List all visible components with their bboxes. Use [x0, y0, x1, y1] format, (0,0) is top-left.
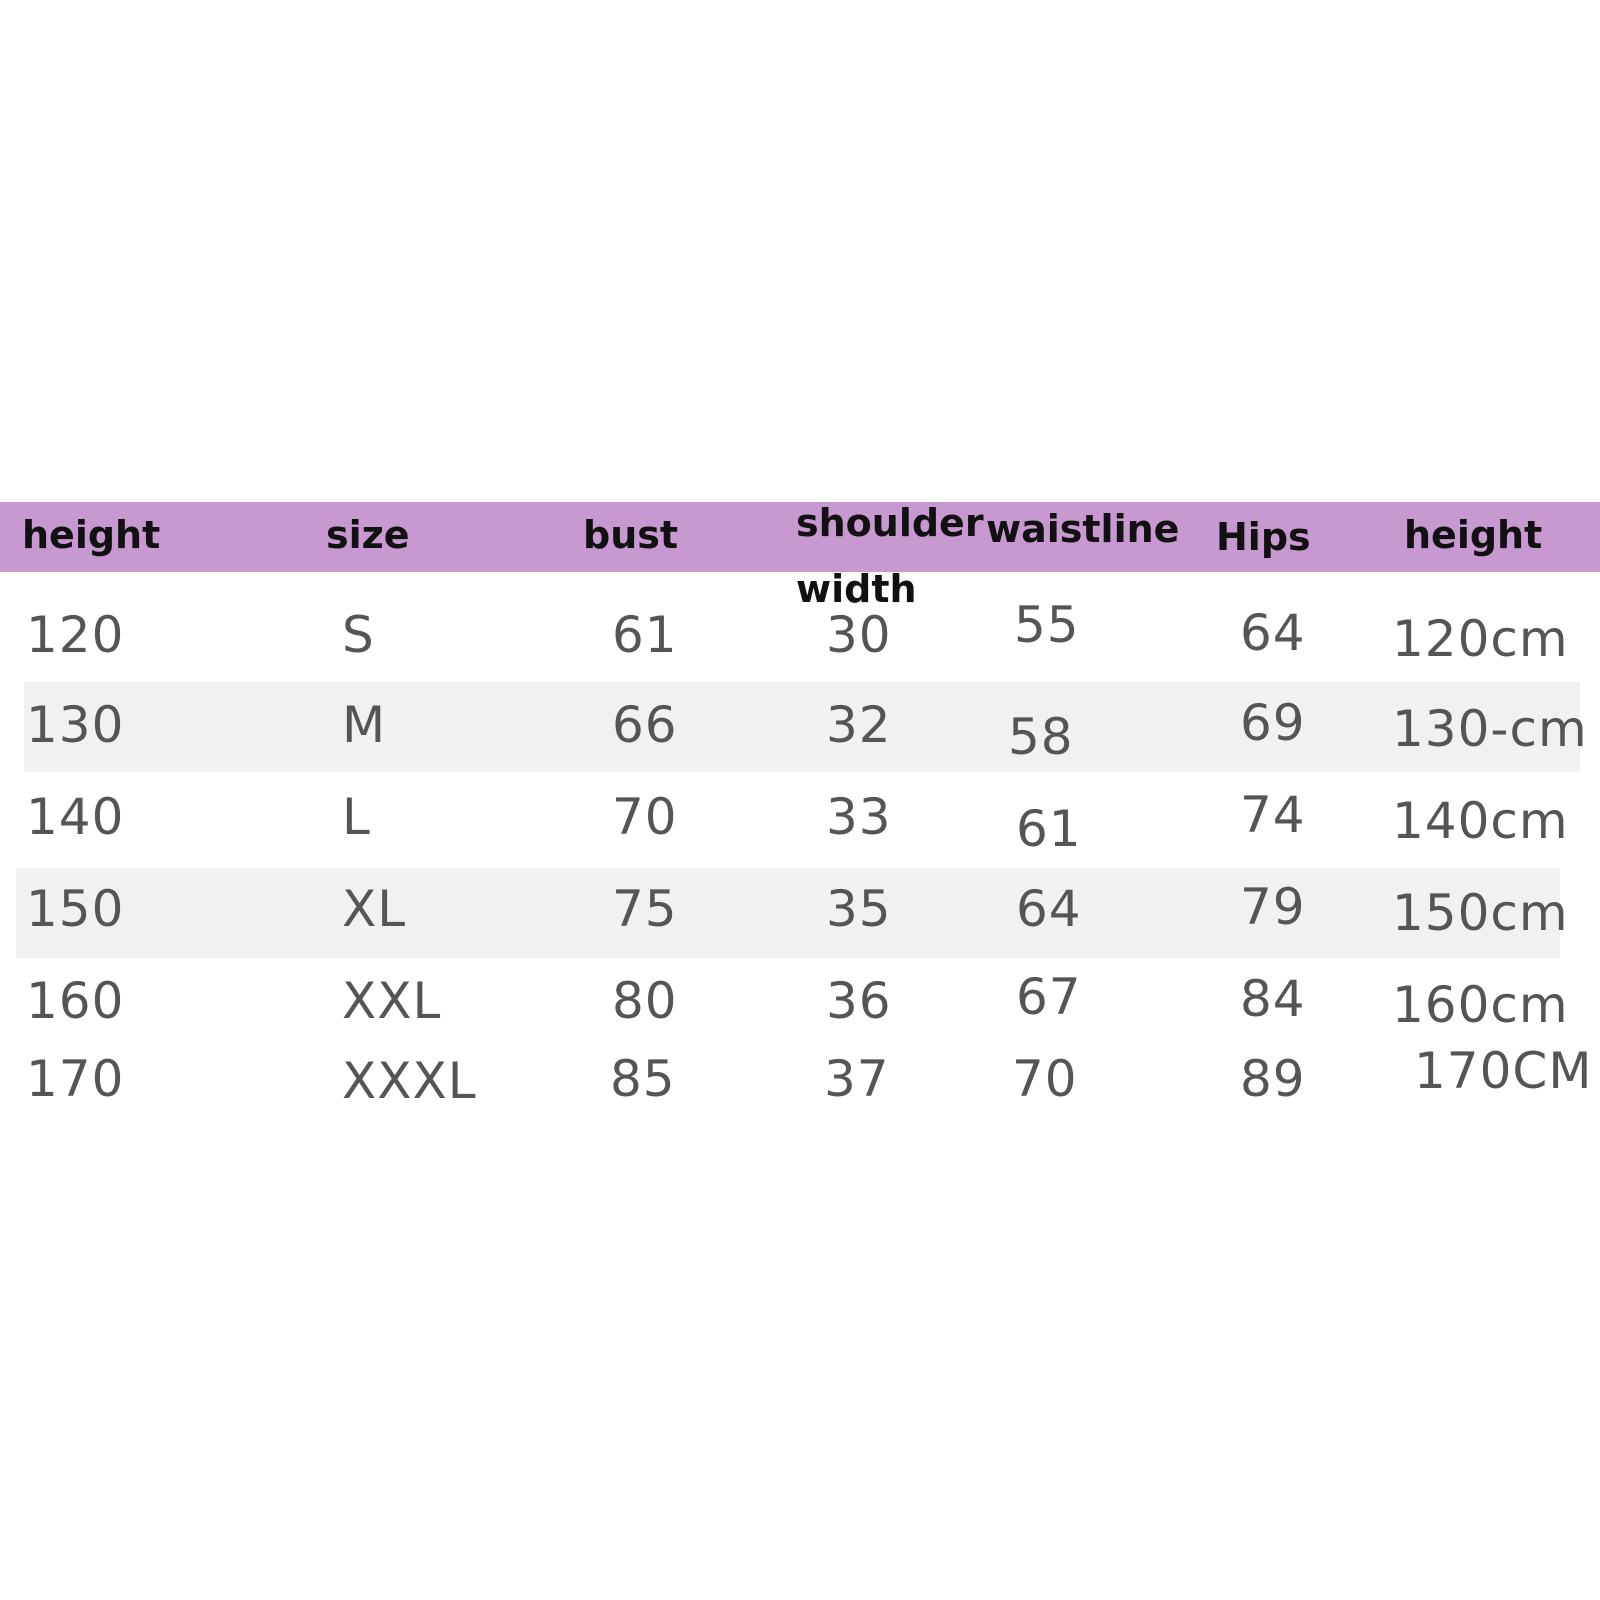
cell-shoulder: 35	[826, 880, 892, 938]
row-stripe	[16, 868, 1560, 958]
cell-height: 130	[26, 696, 125, 754]
cell-size: M	[342, 696, 387, 754]
row-stripe	[24, 682, 1580, 772]
cell-size: L	[342, 788, 371, 846]
cell-shoulder: 30	[826, 606, 892, 664]
cell-height-cm: 130-cm	[1392, 700, 1588, 758]
cell-hips: 69	[1240, 694, 1306, 752]
header-waistline: waistline	[986, 507, 1180, 551]
header-bust: bust	[583, 513, 679, 557]
cell-height: 140	[26, 788, 125, 846]
cell-bust: 85	[610, 1050, 676, 1108]
header-shoulder: shoulder	[796, 501, 984, 545]
cell-bust: 66	[612, 696, 678, 754]
cell-waist: 64	[1016, 880, 1082, 938]
cell-waist: 70	[1012, 1050, 1078, 1108]
cell-waist: 67	[1016, 968, 1082, 1026]
cell-bust: 80	[612, 972, 678, 1030]
header-height: height	[22, 513, 161, 557]
header-size: size	[326, 513, 410, 557]
cell-height-cm: 120cm	[1392, 610, 1569, 668]
cell-hips: 64	[1240, 604, 1306, 662]
cell-waist: 61	[1016, 800, 1082, 858]
cell-height: 150	[26, 880, 125, 938]
cell-size: XXL	[342, 972, 442, 1030]
cell-hips: 74	[1240, 786, 1306, 844]
cell-bust: 70	[612, 788, 678, 846]
cell-height: 120	[26, 606, 125, 664]
cell-height: 170	[26, 1050, 125, 1108]
cell-size: XL	[342, 880, 407, 938]
cell-bust: 75	[612, 880, 678, 938]
cell-height-cm: 150cm	[1392, 884, 1569, 942]
cell-height-cm: 170CM	[1414, 1042, 1593, 1100]
cell-height-cm: 160cm	[1392, 976, 1569, 1034]
cell-hips: 89	[1240, 1050, 1306, 1108]
cell-hips: 79	[1240, 878, 1306, 936]
cell-hips: 84	[1240, 970, 1306, 1028]
header-band	[0, 502, 1600, 572]
cell-waist: 55	[1014, 596, 1080, 654]
header-height-cm: height	[1404, 513, 1543, 557]
cell-height-cm: 140cm	[1392, 792, 1569, 850]
cell-shoulder: 33	[826, 788, 892, 846]
header-shoulder-width: width	[796, 567, 917, 611]
header-hips: Hips	[1216, 515, 1311, 559]
cell-shoulder: 36	[826, 972, 892, 1030]
cell-height: 160	[26, 972, 125, 1030]
cell-shoulder: 37	[824, 1050, 890, 1108]
cell-size: XXXL	[342, 1052, 477, 1110]
cell-waist: 58	[1008, 708, 1074, 766]
cell-bust: 61	[612, 606, 678, 664]
cell-size: S	[342, 606, 375, 664]
cell-shoulder: 32	[826, 696, 892, 754]
